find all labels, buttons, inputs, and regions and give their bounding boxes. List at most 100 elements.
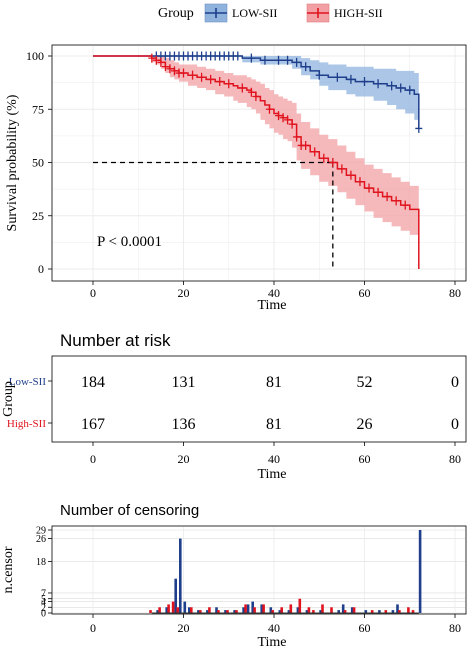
censor-bar-high — [289, 604, 293, 613]
censor-bar-high — [330, 607, 333, 613]
risk-count: 52 — [357, 374, 373, 391]
censor-bar-high — [208, 607, 211, 613]
censor-mark — [161, 62, 169, 72]
risk-table-title: Number at risk — [60, 331, 171, 350]
legend-label-high: HIGH-SII — [334, 6, 383, 20]
censor-bar-high — [370, 610, 374, 613]
x-tick-label: 20 — [178, 286, 190, 300]
censor-mark — [361, 77, 368, 87]
risk-table-y-axis-label: Group — [1, 381, 16, 417]
censor-bar-low — [378, 610, 381, 613]
censor-mark — [180, 68, 187, 78]
censor-bar-low — [269, 607, 273, 613]
x-tick-label: 0 — [90, 621, 96, 635]
censor-bar-high — [217, 610, 220, 613]
x-tick-label: 20 — [178, 621, 190, 635]
censor-mark — [406, 85, 414, 95]
censor-mark — [397, 83, 405, 93]
x-tick-label: 0 — [90, 286, 96, 300]
censor-mark — [275, 55, 283, 65]
censor-bar-low — [337, 610, 340, 613]
censor-bar-high — [226, 610, 229, 613]
censor-bar-high — [244, 604, 247, 613]
x-tick-label: 80 — [449, 452, 461, 466]
censor-mark — [293, 132, 301, 142]
censor-bar-low — [215, 607, 218, 613]
y-tick-label: 18 — [36, 557, 46, 568]
x-tick-label: 0 — [90, 452, 96, 466]
risk-count: 167 — [81, 416, 105, 433]
censor-mark — [198, 72, 206, 82]
x-tick-label: 40 — [268, 452, 280, 466]
censor-mark — [216, 77, 224, 87]
censor-bar-high — [343, 610, 347, 613]
censor-mark — [329, 158, 337, 167]
risk-count: 81 — [266, 374, 282, 391]
legend-title: Group — [158, 6, 194, 21]
survival-curve-low — [93, 55, 420, 129]
censor-bar-low — [242, 607, 245, 613]
censor-mark — [302, 62, 310, 72]
censor-bar-low — [246, 604, 250, 613]
y-tick-label: 7 — [41, 588, 46, 599]
censor-bar-high — [262, 604, 265, 613]
survival-x-axis-label: Time — [257, 298, 286, 313]
censor-mark — [238, 83, 246, 93]
censor-bar-high — [321, 604, 324, 613]
censor-bar-low — [156, 610, 159, 613]
survival-y-axis-label: Survival probability (%) — [5, 94, 20, 231]
censor-bar-high — [176, 607, 179, 613]
censor-mark — [288, 119, 296, 129]
x-tick-label: 20 — [178, 452, 190, 466]
censor-bar-high — [411, 610, 415, 613]
censor-mark — [247, 87, 255, 97]
censor-bar-high — [298, 598, 302, 613]
censor-bar-low — [319, 610, 322, 613]
censor-bar-high — [271, 610, 274, 613]
y-tick-label: 0 — [38, 262, 44, 276]
x-tick-label: 80 — [449, 621, 461, 635]
risk-count: 136 — [172, 416, 196, 433]
censor-bar-low — [183, 601, 187, 613]
censor-bar-low — [251, 601, 254, 613]
censor-bar-low — [364, 610, 368, 613]
censor-mark — [374, 187, 382, 197]
censor-bar-high — [312, 610, 315, 613]
censor-bar-low — [418, 530, 422, 613]
y-tick-label: 50 — [32, 156, 44, 170]
censor-bar-high — [171, 601, 175, 613]
censor-bar-high — [235, 610, 238, 613]
x-tick-label: 40 — [268, 286, 280, 300]
censor-bar-high — [199, 610, 202, 613]
x-tick-label: 40 — [268, 621, 280, 635]
censor-mark — [279, 113, 287, 123]
censor-mark — [311, 147, 319, 157]
y-tick-label: 25 — [32, 209, 44, 223]
censor-mark — [247, 53, 255, 63]
y-tick-label: 2 — [41, 603, 46, 614]
legend-label-low: LOW-SII — [232, 6, 277, 20]
censor-mark — [383, 192, 391, 202]
censor-bar-high — [384, 610, 388, 613]
censor-bar-low — [305, 610, 309, 613]
risk-count: 81 — [266, 416, 282, 433]
x-tick-label: 80 — [449, 286, 461, 300]
censor-mark — [333, 72, 341, 82]
survival-plot: 0 20 40 60 80 0 25 50 75 100 P < 0.0001 Survival … — [5, 44, 467, 313]
censor-bar-low — [188, 607, 191, 613]
censor-bar-high — [407, 607, 410, 613]
legend: Group LOW-SII HIGH-SII — [158, 3, 383, 23]
censor-bar-low — [233, 610, 236, 613]
censor-bar-low — [224, 610, 227, 613]
censor-mark — [347, 170, 355, 180]
censoring-panel — [51, 525, 467, 615]
censor-bar-low — [179, 538, 182, 613]
y-tick-label: 0 — [41, 609, 46, 620]
censor-bar-high — [352, 607, 356, 613]
y-tick-label: 5 — [41, 594, 46, 605]
censoring-x-axis-label: Time — [257, 635, 286, 650]
censor-mark — [415, 123, 423, 133]
censor-mark — [284, 55, 292, 65]
censor-mark — [388, 81, 396, 91]
censor-bar-high — [149, 610, 152, 613]
